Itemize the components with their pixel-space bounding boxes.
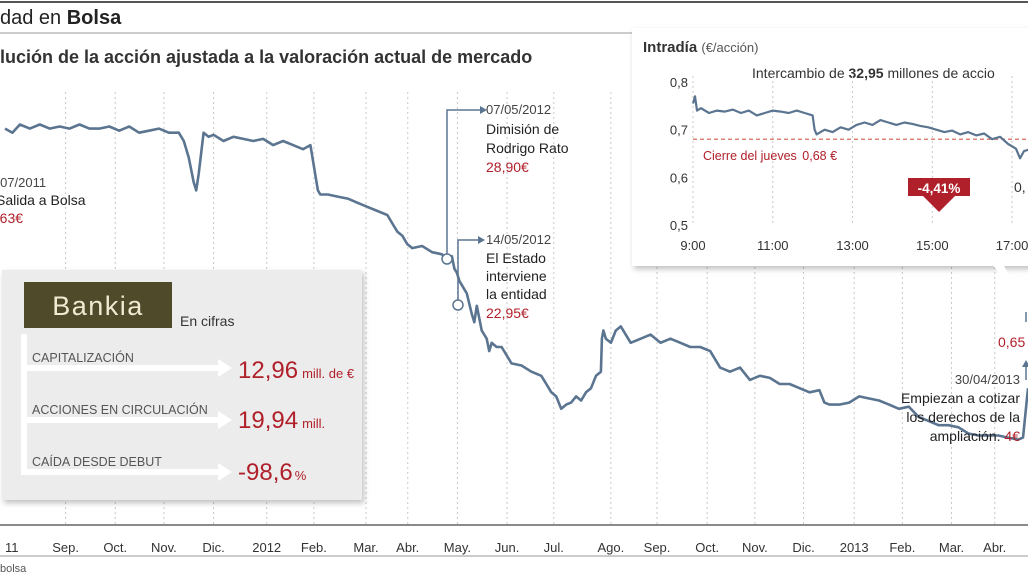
bankia-logo: [24, 282, 172, 328]
cifras-title: En cifras: [180, 313, 234, 329]
intraday-y-tick-label: 0,6: [670, 170, 688, 185]
intraday-y-tick-label: 0,8: [670, 75, 688, 90]
annotation-rights: 30/04/2013 Empiezan a cotizar los derech…: [901, 360, 1028, 444]
annotation-rato-date: 07/05/2012: [486, 102, 551, 117]
cifras-panel: Bankia En cifras CAPITALIZACIÓN 12,96 mil…: [2, 270, 362, 500]
annotation-state-leader: [457, 239, 478, 302]
intraday-price-line: [691, 95, 1028, 160]
cifras-row-label: ACCIONES EN CIRCULACIÓN: [32, 402, 208, 417]
x-tick-label: Nov.: [151, 540, 177, 555]
annotation-rights-line1: Empiezan a cotizar: [901, 390, 1020, 406]
annotation-rato-value: 28,90€: [486, 159, 529, 175]
annotation-state-date: 14/05/2012: [486, 232, 551, 247]
x-tick-label: Ago.: [597, 540, 624, 555]
intraday-x-tick-label: 15:00: [916, 238, 949, 253]
annotation-current: 0,65: [998, 312, 1027, 350]
intraday-y-tick-label: 0,5: [670, 218, 688, 233]
cifras-row-label: CAÍDA DESDE DEBUT: [32, 454, 162, 469]
intraday-x-tick-label: 11:00: [757, 238, 789, 253]
x-tick-label: Feb.: [889, 540, 915, 555]
intraday-x-tick-label: 9:00: [680, 238, 705, 253]
intraday-reference-label: Cierre del jueves 0,68 €: [703, 149, 837, 163]
intraday-y-tick-labels: 0,8 0,7 0,6 0,5: [670, 75, 688, 233]
footer-source: bolsa: [0, 563, 27, 575]
cifras-row-arrow-head: [218, 359, 232, 377]
annotation-ipo-date: 20/07/2011: [0, 175, 46, 190]
x-tick-label: Dic.: [792, 540, 814, 555]
annotation-rato-leader: [446, 109, 480, 258]
intraday-x-tick-labels: 9:00 11:00 13:00 15:00 17:00: [680, 238, 1028, 253]
annotation-state-value: 22,95€: [486, 305, 529, 321]
x-tick-label: Mar.: [353, 540, 378, 555]
cifras-row-value: -98,6%: [238, 459, 307, 486]
annotation-state-line1: El Estado: [486, 250, 546, 266]
x-tick-label: May.: [444, 540, 471, 555]
annotation-state-arrow: [478, 236, 485, 244]
x-axis-tick-labels: 11 Sep. Oct. Nov. Dic. 2012 Feb. Mar. Abr. May. Ju…: [5, 540, 1006, 555]
x-tick-label: Nov.: [742, 540, 768, 555]
annotation-rato-line1: Dimisión de: [486, 121, 559, 137]
annotation-rato-marker: [441, 253, 453, 265]
annotation-state-marker: [452, 299, 464, 311]
x-tick-label: Feb.: [301, 540, 327, 555]
annotation-ipo-value: 3,63€: [0, 210, 23, 226]
intraday-panel: Intradía (€/acción) Intercambio de 32,95…: [632, 28, 1028, 300]
annotation-rato: 07/05/2012 Dimisión de Rodrigo Rato 28,9…: [441, 102, 569, 265]
intraday-end-label: 0,: [1014, 179, 1026, 195]
x-tick-label: Jun.: [495, 540, 520, 555]
annotation-ipo-text: Salida a Bolsa: [0, 192, 86, 208]
intraday-x-tick-label: 17:00: [996, 238, 1028, 253]
x-tick-label: 2013: [840, 540, 869, 555]
annotation-rights-arrow: [1022, 360, 1028, 367]
chart-title: lución de la acción ajustada a la valora…: [0, 47, 532, 67]
section-title: dad en Bolsa: [0, 7, 122, 29]
annotation-state-line2: interviene: [486, 268, 547, 284]
cifras-row-label: CAPITALIZACIÓN: [32, 350, 134, 365]
bankia-logo-text: Bankia: [52, 291, 144, 321]
x-tick-label: Sep.: [52, 540, 79, 555]
cifras-row-arrow-head: [218, 463, 232, 481]
bankia-price-line: [4, 123, 1028, 441]
cifras-row-arrow-head: [218, 411, 232, 429]
intraday-panel-bg: [632, 28, 1028, 266]
x-tick-label: 11: [5, 540, 19, 555]
cifras-row-value: 12,96 mill. de €: [238, 357, 355, 384]
intraday-callout-pointer: [990, 262, 1022, 300]
x-tick-label: Mar.: [939, 540, 964, 555]
intraday-y-tick-label: 0,7: [670, 123, 688, 138]
x-tick-label: Jul.: [544, 540, 564, 555]
annotation-state: 14/05/2012 El Estado interviene la entid…: [452, 232, 551, 321]
annotation-rights-line3: ampliación. 4€: [930, 428, 1021, 444]
x-tick-label: Abr.: [983, 540, 1006, 555]
x-tick-label: 2012: [252, 540, 281, 555]
annotation-rato-line2: Rodrigo Rato: [486, 140, 569, 156]
annotation-rato-arrow: [480, 106, 487, 114]
annotation-state-line3: la entidad: [486, 286, 547, 302]
x-tick-label: Dic.: [202, 540, 224, 555]
cifras-row-arrow-shaft: [21, 420, 218, 475]
intraday-title: Intradía (€/acción): [643, 39, 758, 56]
annotation-current-value: 0,65: [998, 334, 1025, 350]
x-tick-label: Sep.: [644, 540, 671, 555]
cifras-row: CAÍDA DESDE DEBUT -98,6%: [21, 420, 307, 486]
cifras-row-value: 19,94 mill.: [238, 407, 325, 434]
annotation-rights-date: 30/04/2013: [955, 372, 1020, 387]
annotation-ipo: 20/07/2011 Salida a Bolsa 3,63€: [0, 175, 86, 226]
x-tick-label: Oct.: [103, 540, 127, 555]
intraday-x-tick-label: 13:00: [836, 238, 869, 253]
annotation-rights-line2: los derechos de la: [906, 409, 1020, 425]
x-tick-label: Oct.: [695, 540, 719, 555]
intraday-change-label: -4,41%: [918, 181, 961, 196]
intraday-down-arrow-icon: [908, 178, 970, 212]
x-tick-label: Abr.: [396, 540, 419, 555]
intraday-subtitle: Intercambio de 32,95 millones de accio: [752, 65, 995, 81]
